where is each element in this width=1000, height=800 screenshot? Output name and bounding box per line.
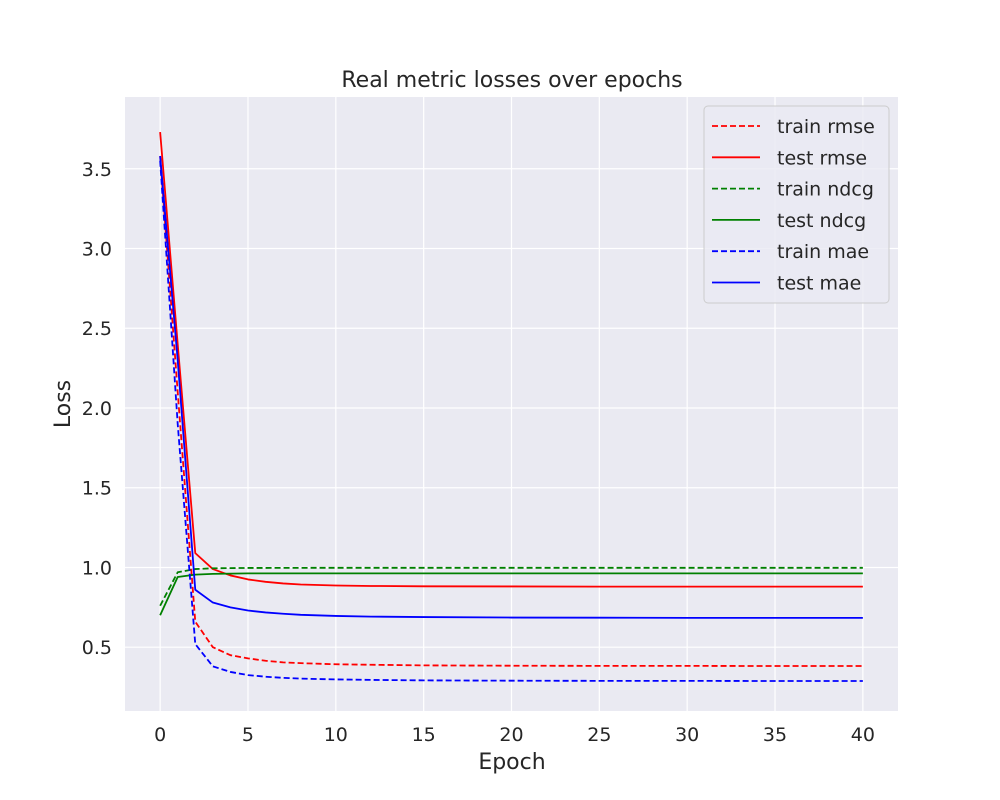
series-line-0 bbox=[159, 155, 863, 667]
y-tick-label: 0.5 bbox=[82, 637, 112, 659]
y-tick-label: 2.0 bbox=[82, 398, 112, 420]
series-line-4 bbox=[159, 160, 863, 682]
legend-label: train ndcg bbox=[777, 179, 874, 201]
series-line-1 bbox=[159, 132, 863, 588]
y-tick-label: 3.0 bbox=[82, 239, 112, 261]
x-tick-label: 35 bbox=[763, 724, 787, 746]
x-axis-label: Epoch bbox=[478, 750, 545, 775]
legend-label: test rmse bbox=[777, 147, 867, 169]
x-tick-label: 25 bbox=[587, 724, 611, 746]
x-tick-label: 20 bbox=[499, 724, 523, 746]
x-tick-label: 0 bbox=[154, 724, 166, 746]
x-tick-label: 5 bbox=[242, 724, 254, 746]
legend-label: test mae bbox=[777, 273, 861, 295]
y-axis-label: Loss bbox=[51, 380, 76, 428]
series-layer bbox=[159, 132, 863, 682]
legend-label: train rmse bbox=[777, 116, 875, 138]
series-line-5 bbox=[159, 155, 863, 619]
series-line-2 bbox=[159, 566, 863, 607]
chart-title: Real metric losses over epochs bbox=[341, 68, 682, 93]
series-line-3 bbox=[159, 572, 863, 616]
y-tick-label: 1.0 bbox=[82, 557, 112, 579]
legend-label: train mae bbox=[777, 241, 869, 263]
y-tick-label: 1.5 bbox=[82, 478, 112, 500]
legend: train rmse test rmse train ndcg test ndcg tr… bbox=[703, 105, 890, 304]
y-axis-ticks: 0.5 1.0 1.5 2.0 2.5 3.0 3.5 bbox=[82, 159, 112, 659]
legend-box bbox=[703, 105, 890, 304]
y-tick-label: 3.5 bbox=[82, 159, 112, 181]
y-tick-label: 2.5 bbox=[82, 318, 112, 340]
x-tick-label: 40 bbox=[851, 724, 875, 746]
x-tick-label: 15 bbox=[412, 724, 436, 746]
x-axis-ticks: 0 5 10 15 20 25 30 35 40 bbox=[154, 724, 875, 746]
x-tick-label: 30 bbox=[675, 724, 699, 746]
legend-label: test ndcg bbox=[777, 210, 866, 232]
x-tick-label: 10 bbox=[324, 724, 348, 746]
